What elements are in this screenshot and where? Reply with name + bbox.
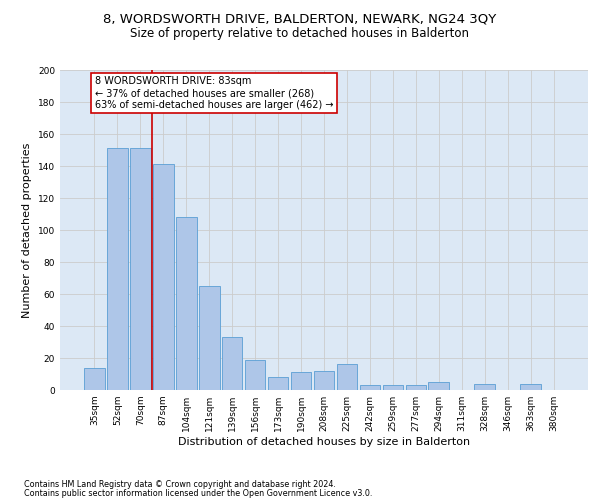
Bar — [153, 164, 173, 390]
Bar — [290, 372, 311, 390]
Text: 8 WORDSWORTH DRIVE: 83sqm
← 37% of detached houses are smaller (268)
63% of semi: 8 WORDSWORTH DRIVE: 83sqm ← 37% of detac… — [95, 76, 333, 110]
Text: Size of property relative to detached houses in Balderton: Size of property relative to detached ho… — [131, 28, 470, 40]
Bar — [428, 382, 449, 390]
Bar — [383, 385, 403, 390]
Bar — [245, 360, 265, 390]
Bar — [84, 368, 104, 390]
Bar — [314, 371, 334, 390]
Bar — [268, 377, 289, 390]
Bar — [475, 384, 495, 390]
Bar — [406, 385, 426, 390]
Text: Contains public sector information licensed under the Open Government Licence v3: Contains public sector information licen… — [24, 489, 373, 498]
Bar — [337, 364, 358, 390]
Bar — [199, 286, 220, 390]
Bar — [130, 148, 151, 390]
Bar — [107, 148, 128, 390]
Bar — [359, 385, 380, 390]
Bar — [520, 384, 541, 390]
Y-axis label: Number of detached properties: Number of detached properties — [22, 142, 32, 318]
Text: Contains HM Land Registry data © Crown copyright and database right 2024.: Contains HM Land Registry data © Crown c… — [24, 480, 336, 489]
X-axis label: Distribution of detached houses by size in Balderton: Distribution of detached houses by size … — [178, 437, 470, 447]
Bar — [222, 337, 242, 390]
Text: 8, WORDSWORTH DRIVE, BALDERTON, NEWARK, NG24 3QY: 8, WORDSWORTH DRIVE, BALDERTON, NEWARK, … — [103, 12, 497, 26]
Bar — [176, 217, 197, 390]
